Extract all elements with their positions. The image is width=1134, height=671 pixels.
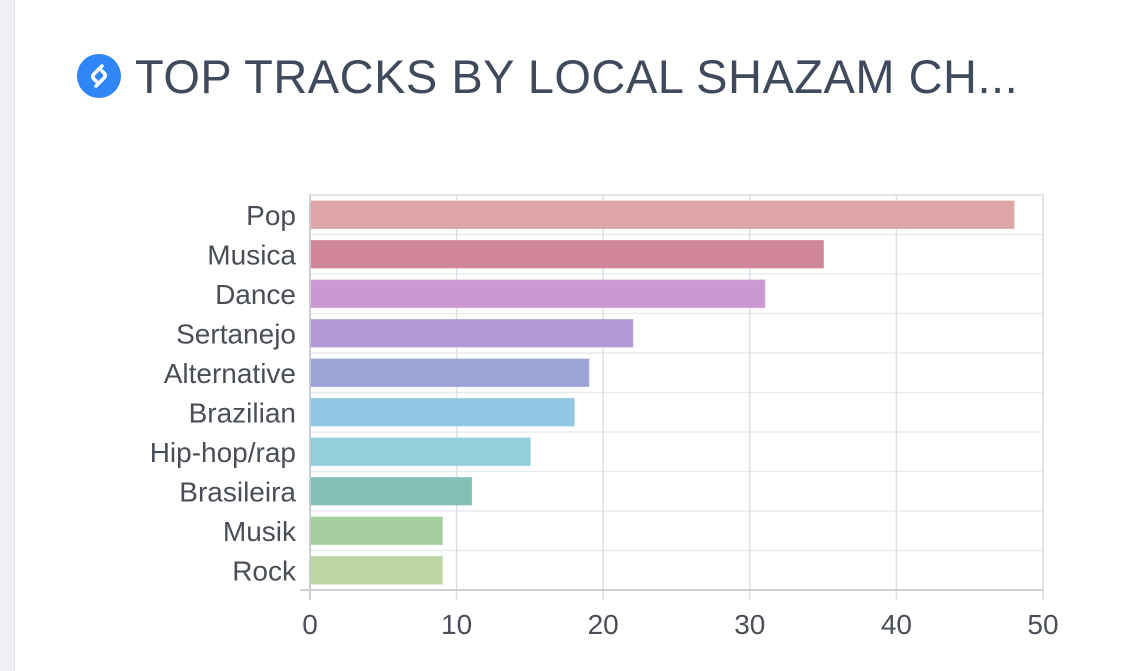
category-label: Brasileira (179, 476, 296, 507)
category-label: Brazilian (189, 397, 296, 428)
shazam-logo-icon (77, 54, 121, 98)
x-tick-label: 50 (1027, 609, 1058, 640)
chart-card: TOP TRACKS BY LOCAL SHAZAM CH... 0 10 20 30… (14, 0, 1134, 671)
bar-dance (309, 279, 766, 308)
bar-brazilian (309, 398, 575, 427)
category-label: Rock (232, 555, 297, 586)
bar-chart: 0 10 20 30 40 50 Pop Musica Dance Sertanejo Altern… (150, 194, 1059, 640)
bar-musik (309, 516, 443, 545)
bar-musica (309, 240, 824, 269)
category-label: Musik (223, 516, 297, 547)
category-label: Musica (207, 239, 296, 270)
x-tick-label: 10 (441, 609, 472, 640)
bar-brasileira (309, 477, 473, 506)
bar-sertanejo (309, 319, 634, 348)
x-tick-label: 30 (734, 609, 765, 640)
x-tick-label: 0 (302, 609, 318, 640)
category-label: Hip-hop/rap (150, 437, 296, 468)
bar-alternative (309, 358, 590, 387)
bar-hip-hop-rap (309, 437, 531, 466)
category-label: Dance (215, 279, 296, 310)
bar-rock (309, 556, 443, 585)
category-label: Sertanejo (176, 318, 296, 349)
chart-title: TOP TRACKS BY LOCAL SHAZAM CH... (135, 49, 1019, 103)
category-label: Alternative (164, 358, 296, 389)
category-label: Pop (246, 200, 296, 231)
x-tick-label: 20 (588, 609, 619, 640)
bar-pop (309, 200, 1015, 229)
card-header: TOP TRACKS BY LOCAL SHAZAM CH... (77, 44, 1018, 108)
x-tick-label: 40 (881, 609, 912, 640)
